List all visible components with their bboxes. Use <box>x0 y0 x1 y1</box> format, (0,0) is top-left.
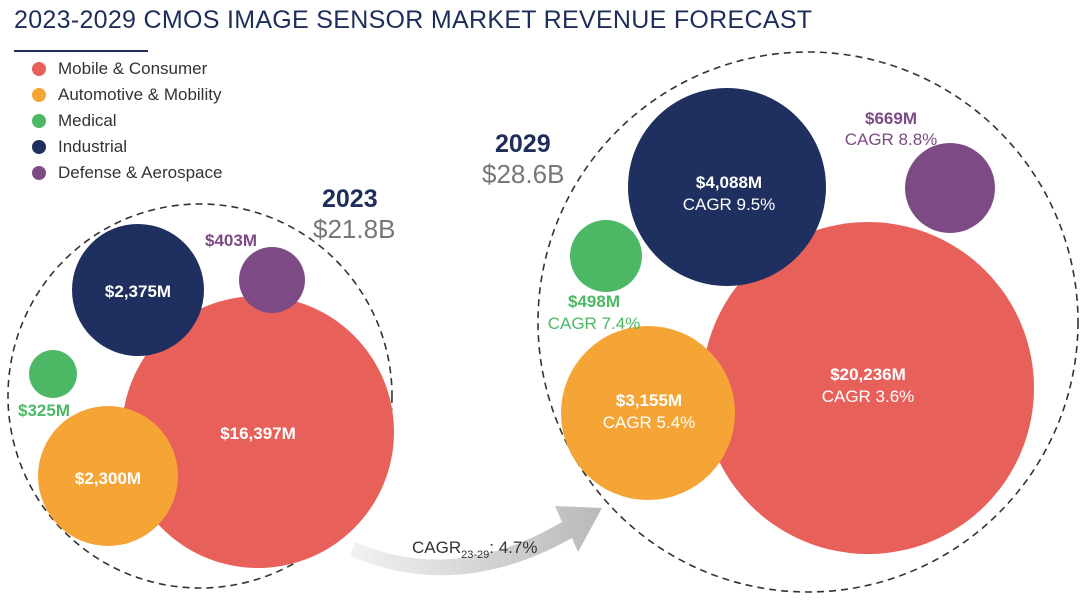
bubble-2023-medical <box>29 350 77 398</box>
legend-label: Automotive & Mobility <box>58 85 222 104</box>
total-2029: $28.6B <box>482 159 564 189</box>
label-2023-defense: $403M <box>205 231 257 250</box>
page-title: 2023-2029 CMOS IMAGE SENSOR MARKET REVEN… <box>14 6 813 34</box>
cagr-2029-industrial: CAGR 9.5% <box>683 195 776 214</box>
legend-label: Medical <box>58 111 117 130</box>
legend-item-mobile: Mobile & Consumer <box>32 56 222 82</box>
bubble-2023-automotive <box>38 406 178 546</box>
legend-label: Defense & Aerospace <box>58 163 223 182</box>
bubble-2029-automotive <box>561 326 735 500</box>
group-2023-outline <box>7 203 393 589</box>
legend-swatch <box>32 114 46 128</box>
label-2029-medical: $498M <box>568 292 620 311</box>
legend-item-automotive: Automotive & Mobility <box>32 82 222 108</box>
growth-cagr-value: : 4.7% <box>489 538 537 557</box>
bubble-2029-defense <box>905 143 995 233</box>
legend-item-medical: Medical <box>32 108 222 134</box>
bubble-2023-industrial <box>72 224 204 356</box>
bubble-2029-industrial <box>628 88 826 286</box>
cagr-2029-medical: CAGR 7.4% <box>548 314 641 333</box>
bubble-2023-defense <box>239 247 305 313</box>
legend-swatch <box>32 88 46 102</box>
legend-label: Mobile & Consumer <box>58 59 208 78</box>
label-2029-industrial: $4,088M <box>696 173 762 192</box>
cagr-2029-automotive: CAGR 5.4% <box>603 413 696 432</box>
bubble-2029-medical <box>570 220 642 292</box>
label-2029-mobile: $20,236M <box>830 365 906 384</box>
legend-label: Industrial <box>58 137 127 156</box>
cagr-2029-mobile: CAGR 3.6% <box>822 387 915 406</box>
growth-cagr-subscript: 23-29 <box>461 549 489 561</box>
legend-swatch <box>32 166 46 180</box>
growth-arrow <box>350 506 602 576</box>
legend-item-defense: Defense & Aerospace <box>32 160 222 186</box>
legend-item-industrial: Industrial <box>32 134 222 160</box>
bubble-2029-mobile <box>702 222 1034 554</box>
label-2029-defense: $669M <box>865 109 917 128</box>
title-underline <box>14 50 148 52</box>
legend: Mobile & Consumer Automotive & Mobility … <box>32 56 222 186</box>
cagr-2029-defense: CAGR 8.8% <box>845 130 938 149</box>
year-2029: 2029 <box>495 130 551 158</box>
legend-swatch <box>32 62 46 76</box>
label-2023-automotive: $2,300M <box>75 469 141 488</box>
group-2029-outline <box>537 51 1079 593</box>
growth-cagr-label: CAGR23-29: 4.7% <box>412 538 537 561</box>
label-2023-industrial: $2,375M <box>105 282 171 301</box>
label-2023-medical: $325M <box>18 401 70 420</box>
legend-swatch <box>32 140 46 154</box>
total-2023: $21.8B <box>313 214 395 244</box>
label-2023-mobile: $16,397M <box>220 424 296 443</box>
growth-cagr-prefix: CAGR <box>412 538 461 557</box>
year-2023: 2023 <box>322 185 378 213</box>
bubble-2023-mobile <box>122 296 394 568</box>
label-2029-automotive: $3,155M <box>616 391 682 410</box>
